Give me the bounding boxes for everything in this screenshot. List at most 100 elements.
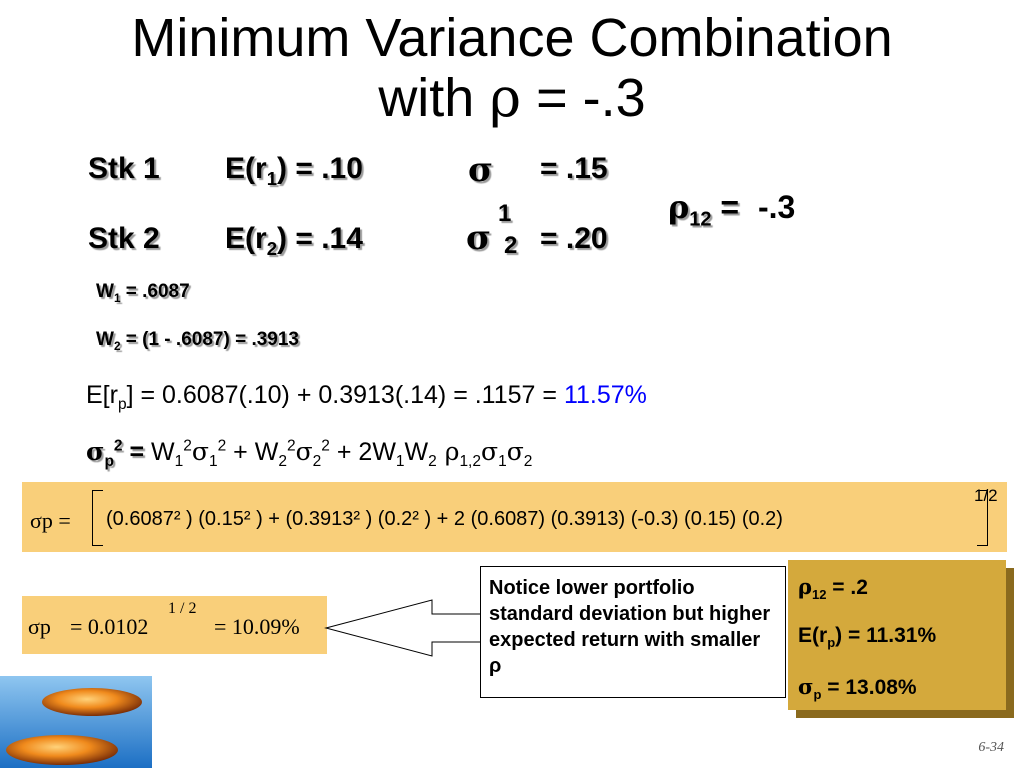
title-prefix: with [378, 68, 490, 128]
sigma-sub-1: 1 [498, 200, 512, 227]
rho-sub: 12 [689, 208, 712, 231]
er-value: ) = .10 [277, 152, 363, 185]
rho-eq: = [711, 189, 748, 225]
plus: + [226, 438, 255, 466]
sigma-symbol-1: σ [468, 150, 494, 190]
sigma2-sub: 2 [312, 453, 322, 470]
w-sub: 1 [113, 291, 121, 305]
w-value: = .6087 [120, 281, 190, 302]
sigma-sub-2: 2 [504, 232, 518, 259]
sigma2-sup: 2 [321, 437, 330, 455]
sigma1b-sub: 1 [498, 453, 507, 470]
variance-equation: σp2 = W12σ12 + W22σ22 + 2W1W2 ρ1,2σ1σ2 [86, 437, 532, 471]
er-calc: ] = 0.6087(.10) + 0.3913(.14) = .1157 = [126, 381, 564, 409]
formula-body: (0.6087² ) (0.15² ) + (0.3913² ) (0.2² )… [106, 508, 783, 530]
title-suffix: = -.3 [521, 68, 646, 128]
er-prefix: E(r [225, 152, 267, 185]
sigma1b: σ [481, 437, 499, 466]
rho: ρ [436, 437, 460, 466]
er-sub: p [827, 635, 836, 651]
formula-box: σp = (0.6087² ) (0.15² ) + (0.3913² ) (0… [22, 482, 1007, 552]
stock-1-return: E(r1) = .10 [225, 152, 363, 190]
plus-two: + 2 [329, 438, 373, 466]
equals: = [122, 438, 152, 466]
w1-sup: 2 [183, 437, 192, 455]
w2-sup: 2 [286, 437, 296, 455]
stock-1-row: Stk 1 [88, 152, 160, 186]
rho-value: = .2 [826, 576, 868, 599]
er-value: ) = .14 [277, 222, 363, 255]
comparison-sd: σp = 13.08% [798, 674, 917, 702]
sigma2: σ [295, 437, 313, 466]
er-prefix: E(r [225, 222, 267, 255]
er-prefix: E(r [798, 624, 828, 647]
formula-exponent: 1/2 [974, 486, 998, 505]
w1b: W [372, 438, 396, 466]
result-box: σp = 0.0102 1 / 2 = 10.09% [22, 596, 327, 654]
stock-2-row: Stk 2 [88, 222, 160, 256]
w2: W [254, 438, 279, 466]
stock-label: Stk 1 [88, 152, 160, 185]
er-prefix: E[r [86, 381, 118, 409]
w2b: W [404, 438, 429, 466]
sd-sub: p [813, 687, 822, 703]
sigma-p-sup: 2 [113, 437, 123, 455]
bracket-right [977, 490, 988, 546]
rho-symbol: ρ [798, 574, 812, 599]
comparison-er: E(rp) = 11.31% [798, 624, 936, 650]
callout-text: Notice lower portfolio standard deviatio… [489, 577, 771, 677]
title-line-1: Minimum Variance Combination [131, 8, 893, 68]
w-sub: 2 [113, 339, 121, 353]
result-exponent: 1 / 2 [168, 600, 197, 617]
sigma-symbol: σ [798, 674, 814, 699]
stock-2-return: E(r2) = .14 [225, 222, 363, 260]
w1: W [151, 438, 175, 466]
callout-arrow [324, 599, 483, 657]
weight-2: W2 = (1 - .6087) = .3913 [96, 329, 299, 353]
comparison-box: ρ12 = .2 E(rp) = 11.31% σp = 13.08% [788, 560, 1006, 710]
sigma2b: σ [506, 437, 524, 466]
er-sub: p [117, 396, 127, 413]
er-result: 11.57% [563, 381, 647, 409]
sigma1: σ [191, 437, 209, 466]
sigma-p: σ [86, 437, 105, 466]
bracket-left-caps [92, 490, 103, 546]
er-sub: 2 [266, 238, 278, 259]
decorative-stones-image [0, 676, 152, 768]
callout-box: Notice lower portfolio standard deviatio… [480, 566, 786, 698]
w1b-sub: 1 [395, 453, 405, 470]
expected-return-line: E[rp] = 0.6087(.10) + 0.3913(.14) = .115… [86, 381, 647, 414]
slide-title: Minimum Variance Combination with ρ = -.… [0, 8, 1024, 128]
sd-value: = 13.08% [821, 676, 917, 699]
formula-lhs: σp = [30, 508, 71, 533]
stock-1-sd: = .15 [540, 152, 608, 185]
sigma1-sup: 2 [217, 437, 227, 455]
result-percent: = 10.09% [214, 614, 300, 639]
rho-symbol: ρ [489, 66, 522, 129]
result-value: = 0.0102 [70, 614, 149, 639]
w-label: W [96, 281, 114, 302]
comparison-rho: ρ12 = .2 [798, 574, 868, 602]
w2-sub: 2 [278, 453, 287, 470]
sigma-p-sub: p [104, 453, 114, 470]
w-value: = (1 - .6087) = .3913 [120, 329, 299, 350]
w1-sub: 1 [174, 453, 184, 470]
sigma2b-sub: 2 [523, 453, 533, 470]
weight-1: W1 = .6087 [96, 281, 190, 305]
stock-label: Stk 2 [88, 222, 160, 255]
title-line-2: with ρ = -.3 [0, 66, 1024, 129]
sigma-symbol-2: σ [466, 218, 492, 258]
sigma1-sub: 1 [208, 453, 218, 470]
w-label: W [96, 329, 114, 350]
page-number: 6-34 [978, 740, 1004, 755]
result-lhs: σp [28, 614, 51, 639]
rho-sub: 12 [811, 587, 827, 603]
er-sub: 1 [266, 168, 278, 189]
w2b-sub: 2 [428, 453, 437, 470]
rho-symbol: ρ [668, 188, 690, 226]
rho12-value: -.3 [758, 189, 796, 225]
stock-2-sd: = .20 [540, 222, 608, 255]
rho-sub: 1,2 [459, 453, 481, 470]
rho12-label: ρ12 = -.3 [668, 188, 795, 231]
er-value: ) = 11.31% [835, 624, 937, 647]
